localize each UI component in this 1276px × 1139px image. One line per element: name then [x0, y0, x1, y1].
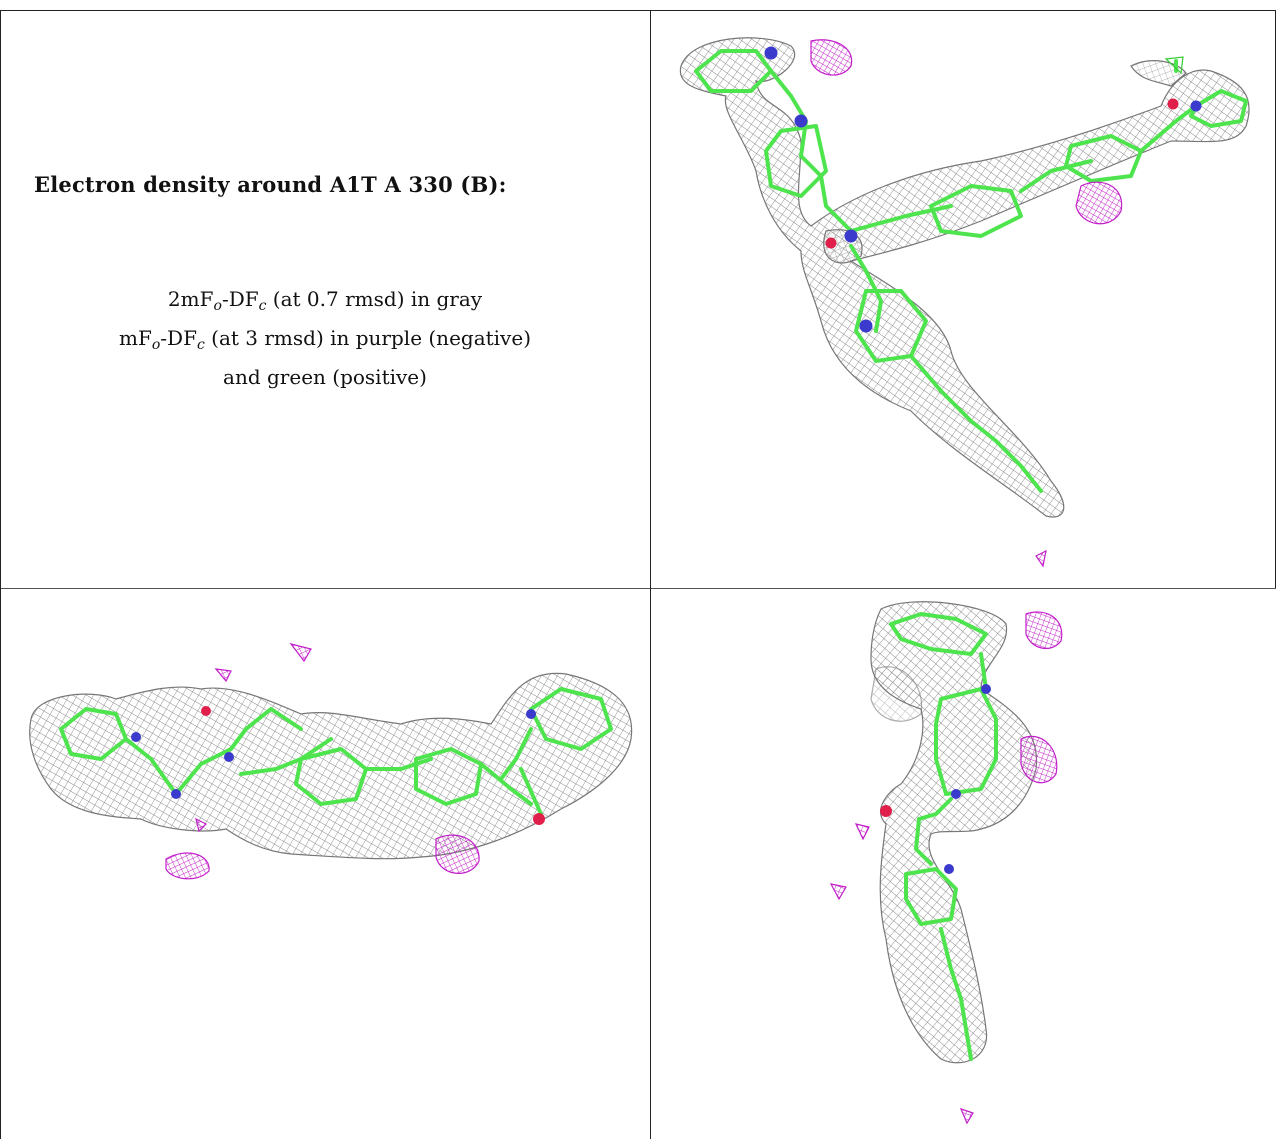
- legend-line-fofc: mFo-DFc (at 3 rmsd) in purple (negative): [0, 322, 650, 361]
- legend-line-2fofc: 2mFo-DFc (at 0.7 rmsd) in gray: [0, 283, 650, 322]
- ligand-model: [59, 687, 613, 816]
- left-border: [0, 10, 1, 1139]
- molecule-view-icon: [829, 601, 1063, 1125]
- center-border: [650, 10, 651, 1139]
- middle-border: [0, 588, 1276, 589]
- legend-fofc-sub-c: c: [196, 337, 205, 353]
- legend-2fofc-middle: -DF: [221, 287, 259, 311]
- legend-line-colors: and green (positive): [223, 365, 427, 389]
- caption-legend: 2mFo-DFc (at 0.7 rmsd) in gray mFo-DFc (…: [0, 283, 650, 393]
- legend-fofc-prefix: mF: [119, 326, 152, 350]
- top-border: [0, 10, 1276, 11]
- legend-fofc-sub-o: o: [151, 337, 161, 353]
- caption-title: Electron density around A1T A 330 (B):: [34, 172, 507, 197]
- molecule-view-icon: [29, 643, 633, 880]
- legend-2fofc-sub-o: o: [213, 298, 222, 314]
- density-mesh-negative: [829, 611, 1063, 1125]
- caption-cell: Electron density around A1T A 330 (B): 2…: [0, 0, 650, 588]
- legend-fofc-middle: -DF: [160, 326, 197, 350]
- density-mesh-negative: [810, 39, 1123, 568]
- ligand-model: [694, 46, 1248, 493]
- density-view-top-right: [651, 11, 1275, 588]
- legend-2fofc-sub-c: c: [258, 298, 267, 314]
- legend-fofc-suffix: (at 3 rmsd) in purple (negative): [204, 326, 531, 350]
- density-mesh-2fofc: [679, 37, 1250, 518]
- density-mesh-negative: [165, 643, 480, 880]
- density-view-bottom-right: [651, 589, 1275, 1139]
- ligand-model: [889, 612, 998, 1061]
- density-view-bottom-left: [1, 589, 650, 1139]
- legend-2fofc-suffix: (at 0.7 rmsd) in gray: [266, 287, 483, 311]
- molecule-view-icon: [679, 37, 1250, 568]
- density-mesh-2fofc: [29, 672, 633, 860]
- density-mesh-2fofc: [870, 601, 1038, 1064]
- density-mesh-positive: [1164, 56, 1184, 75]
- legend-2fofc-prefix: 2mF: [167, 287, 214, 311]
